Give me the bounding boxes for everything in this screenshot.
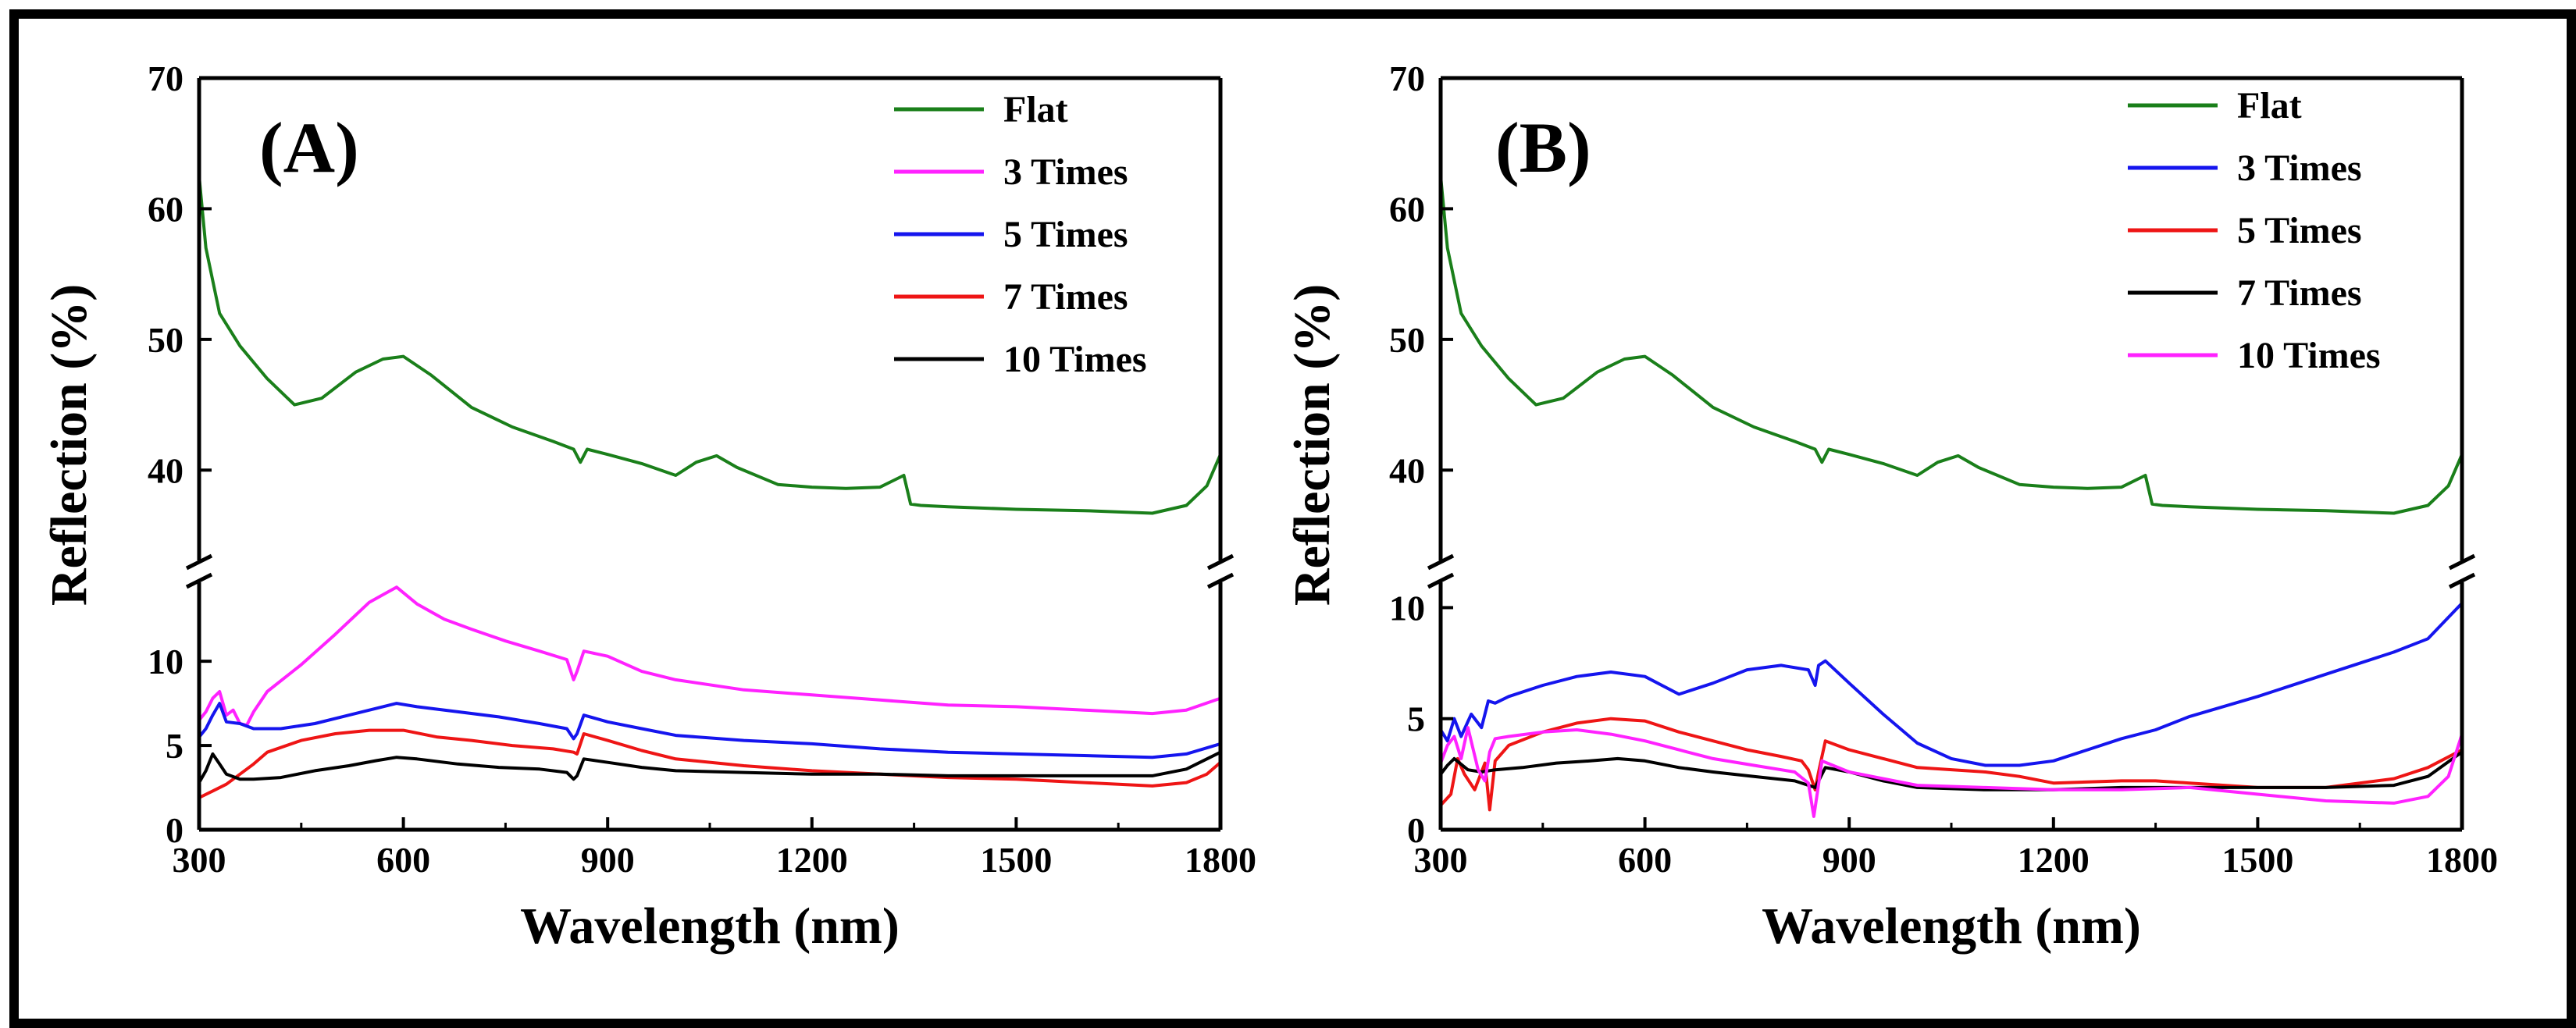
panel-a-axis-break-right-2 — [1206, 572, 1235, 589]
panel-a-legend-label: 5 Times — [1003, 214, 1128, 255]
panel-b-xlabel: Wavelength (nm) — [1762, 898, 2141, 955]
panel-b-xtick-label: 600 — [1618, 840, 1672, 880]
panel-a-ytick-label: 10 — [148, 642, 183, 681]
panel-b-axis-break-right — [2448, 553, 2476, 571]
panel-b-legend-label: 3 Times — [2237, 148, 2362, 189]
panel-a-ytick-label: 0 — [166, 810, 183, 850]
panel-a-series-flat — [198, 176, 1222, 515]
panel-b-xtick-label: 1800 — [2426, 840, 2498, 880]
panel-b-ytick-label: 5 — [1407, 699, 1425, 739]
panel-b-series-10-times — [1439, 726, 2464, 818]
panel-b-axis-break-left — [1427, 553, 1455, 571]
panel-a-axis-break-left-2 — [185, 572, 213, 589]
panel-a-legend-label: 7 Times — [1003, 276, 1128, 318]
panel-a-xtick-label: 1200 — [776, 840, 848, 880]
panel-b-series-flat — [1439, 176, 2464, 515]
panel-b-legend: Flat 3 Times 5 Times 7 Times 10 Times — [2128, 85, 2381, 376]
panel-a-xtick-label: 600 — [376, 840, 430, 880]
panel-b-ytick-label: 70 — [1389, 59, 1425, 98]
panel-a-xtick-label: 900 — [581, 840, 635, 880]
panel-b-ytick-label: 50 — [1389, 320, 1425, 360]
panel-b-ytick-label: 0 — [1407, 810, 1425, 850]
panel-a: 300 600 900 1200 1500 1800 40 50 60 70 0 5 10 (A) Wa… — [41, 59, 1256, 955]
panel-b-series-5-times — [1439, 717, 2463, 812]
panel-b-series-3-times — [1439, 602, 2464, 767]
panel-a-legend-label: Flat — [1003, 89, 1068, 130]
panel-a-ytick-label: 70 — [148, 59, 183, 98]
panel-a-ytick-label: 60 — [148, 189, 183, 229]
panel-a-ytick-label: 40 — [148, 450, 183, 490]
panel-b: 300 600 900 1200 1500 1800 40 50 60 70 0 5 10 (B) Wa… — [1284, 59, 2498, 955]
panel-b-legend-label: 5 Times — [2237, 210, 2362, 251]
panel-a-ytick-label: 50 — [148, 320, 183, 360]
panel-a-legend-label: 3 Times — [1003, 151, 1128, 193]
panel-b-axes: 300 600 900 1200 1500 1800 40 50 60 70 0 5 10 — [1389, 59, 2498, 880]
panel-b-legend-label: 7 Times — [2237, 272, 2362, 314]
panel-b-lines — [1439, 176, 2464, 818]
panel-b-axis-break-right-2 — [2448, 572, 2476, 589]
figure-frame — [9, 9, 2576, 1028]
panel-a-xtick-label: 1800 — [1185, 840, 1256, 880]
panel-a-series-5-times — [198, 702, 1221, 759]
panel-b-xtick-label: 1500 — [2221, 840, 2293, 880]
panel-a-series-10-times — [198, 750, 1221, 784]
panel-a-series-7-times — [198, 728, 1222, 799]
panel-a-xtick-label: 300 — [173, 840, 226, 880]
panel-b-xtick-label: 900 — [1822, 840, 1876, 880]
panel-a-xlabel: Wavelength (nm) — [520, 898, 900, 955]
panel-b-ytick-label: 10 — [1389, 588, 1425, 628]
panel-b-xtick-label: 300 — [1414, 840, 1468, 880]
panel-a-legend: Flat 3 Times 5 Times 7 Times 10 Times — [894, 89, 1147, 380]
panel-b-label: (B) — [1495, 108, 1591, 187]
panel-b-ytick-label: 40 — [1389, 450, 1425, 490]
panel-a-axis-break-right — [1206, 553, 1235, 571]
panel-a-ylabel: Reflection (%) — [41, 284, 98, 606]
panel-a-label: (A) — [259, 108, 359, 187]
panel-b-ylabel: Reflection (%) — [1284, 284, 1341, 606]
panel-a-legend-label: 10 Times — [1003, 339, 1147, 380]
panel-a-series-3-times — [198, 585, 1221, 727]
panel-a-ytick-label: 5 — [166, 726, 183, 766]
panel-b-legend-label: 10 Times — [2237, 335, 2381, 376]
panel-b-axis-break-left-2 — [1427, 572, 1455, 589]
panel-b-xtick-label: 1200 — [2018, 840, 2090, 880]
panel-a-axis-break-left — [185, 553, 213, 571]
panel-a-lines — [198, 176, 1222, 799]
panel-a-axes: 300 600 900 1200 1500 1800 40 50 60 70 0 5 10 — [148, 59, 1256, 880]
panel-b-ytick-label: 60 — [1389, 189, 1425, 229]
panel-b-legend-label: Flat — [2237, 85, 2302, 126]
panel-a-xtick-label: 1500 — [980, 840, 1052, 880]
